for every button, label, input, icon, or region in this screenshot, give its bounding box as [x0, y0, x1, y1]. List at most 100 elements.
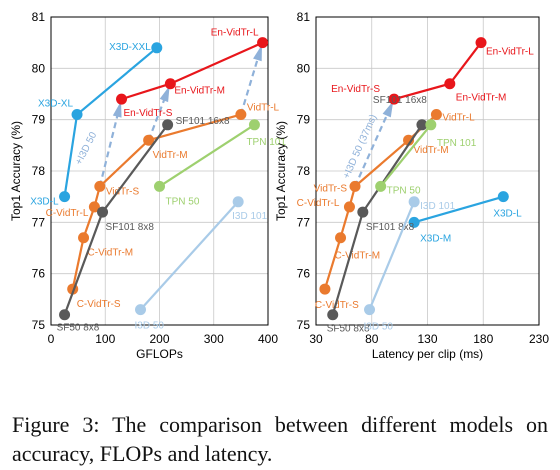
data-point-slowfast: [97, 206, 109, 218]
data-point-slowfast: [59, 309, 71, 321]
y-tick-label: 81: [297, 10, 311, 24]
data-point-label: En-VidTr-M: [174, 86, 225, 97]
series-line-i3d: [368, 201, 416, 311]
data-point-label: SF101 8x8: [106, 222, 155, 233]
data-point-label: VidTr-M: [414, 145, 449, 156]
improvement-arrow-head: [159, 85, 170, 103]
data-point-label: SF50 8x8: [57, 323, 100, 334]
data-point-label: I3D 50: [364, 322, 394, 333]
data-point-label: X3D-XL: [38, 99, 73, 110]
y-tick-label: 76: [297, 267, 311, 281]
data-point-tpn: [375, 180, 387, 192]
data-point-label: VidTr-L: [442, 113, 475, 124]
data-point-tpn: [425, 119, 437, 131]
data-point-label: TPN 101: [246, 137, 286, 148]
data-point-x3d: [59, 191, 71, 203]
x-tick-label: 230: [529, 332, 549, 346]
data-point-slowfast: [162, 119, 174, 131]
data-point-label: C-VidTr-S: [77, 299, 121, 310]
data-point-label: En-VidTr-L: [211, 28, 259, 39]
data-point-vidtr: [335, 232, 347, 244]
data-point-vidtr: [403, 134, 415, 146]
data-point-en-vidtr: [116, 93, 128, 105]
x-tick-label: 130: [417, 332, 437, 346]
data-point-label: C-VidTr-M: [88, 248, 134, 259]
chart-accuracy-vs-latency: 30 80 130 180 230 75 76 77 78 79 80 81 Latency per c…: [274, 10, 549, 361]
chart-accuracy-vs-gflops: 0 100 200 300 400 75 76 77 78 79 80 81 GFLOPs Top1 Ac…: [9, 10, 286, 361]
y-axis-label: Top1 Accuracy (%): [9, 121, 23, 221]
data-point-label: SF101 16x8: [176, 116, 230, 127]
y-tick-label: 75: [32, 318, 46, 332]
data-point-en-vidtr: [257, 37, 269, 49]
data-point-label: C-VidTr-L: [46, 208, 89, 219]
plot-frame: [50, 16, 269, 326]
data-point-label: En-VidTr-L: [486, 47, 534, 58]
data-point-vidtr: [430, 109, 442, 121]
data-point-label: I3D 101: [232, 211, 267, 222]
data-point-x3d: [71, 109, 83, 121]
y-tick-label: 75: [297, 318, 311, 332]
data-point-en-vidtr: [164, 78, 176, 90]
data-point-label: SF50 8x8: [327, 324, 370, 335]
data-point-label: SF101 16x8: [373, 95, 427, 106]
data-point-label: C-VidTr-M: [335, 251, 381, 262]
data-point-vidtr: [349, 180, 361, 192]
data-point-vidtr: [319, 283, 331, 295]
improvement-arrow-head: [253, 44, 262, 62]
y-tick-label: 78: [297, 164, 311, 178]
series-line-vidtr: [71, 113, 242, 290]
data-point-x3d: [408, 216, 420, 228]
x-tick-label: 80: [365, 332, 379, 346]
data-point-label: TPN 101: [437, 138, 477, 149]
x-tick-label: 300: [204, 332, 224, 346]
data-point-vidtr: [235, 109, 247, 121]
data-point-label: VidTr-L: [247, 103, 280, 114]
data-point-vidtr: [78, 232, 90, 244]
data-point-label: En-VidTr-M: [456, 93, 507, 104]
data-point-i3d: [364, 304, 376, 316]
y-tick-label: 81: [32, 10, 46, 24]
arrow-label: +I3D 50: [74, 130, 100, 167]
data-point-x3d: [497, 191, 509, 203]
data-point-label: X3D-M: [420, 233, 451, 244]
series-line-en-vidtr: [393, 42, 482, 101]
improvement-arrow-line: [354, 106, 392, 187]
data-point-label: I3D 50: [135, 321, 165, 332]
data-point-vidtr: [143, 134, 155, 146]
y-tick-label: 79: [32, 113, 46, 127]
data-point-label: C-VidTr-S: [315, 300, 359, 311]
figure-caption: Figure 3: The comparison between differe…: [12, 412, 548, 466]
series-line-tpn: [379, 124, 432, 188]
data-point-label: TPN 50: [387, 185, 421, 196]
data-point-label: SF101 8x8: [366, 222, 415, 233]
data-point-tpn: [248, 119, 260, 131]
y-tick-label: 77: [297, 215, 311, 229]
x-tick-label: 30: [309, 332, 323, 346]
data-point-i3d: [232, 196, 244, 208]
series-line-x3d: [63, 46, 158, 197]
y-tick-label: 80: [32, 61, 46, 75]
y-axis-label: Top1 Accuracy (%): [274, 121, 288, 221]
plot-frame: [315, 16, 540, 326]
data-point-label: En-VidTr-S: [124, 108, 173, 119]
data-point-x3d: [151, 42, 163, 54]
improvement-arrow-head: [382, 100, 394, 118]
series-line-x3d: [413, 195, 504, 224]
data-point-label: X3D-L: [493, 209, 522, 220]
data-point-label: X3D-L: [30, 197, 59, 208]
data-point-i3d: [135, 304, 147, 316]
y-tick-label: 78: [32, 164, 46, 178]
data-point-label: VidTr-M: [153, 150, 188, 161]
data-point-label: X3D-XXL: [109, 42, 151, 53]
y-tick-label: 80: [297, 61, 311, 75]
x-tick-label: 180: [473, 332, 493, 346]
data-point-en-vidtr: [475, 37, 487, 49]
improvement-arrow-line: [98, 107, 121, 187]
data-point-slowfast: [416, 119, 428, 131]
y-tick-label: 76: [32, 267, 46, 281]
x-tick-label: 0: [48, 332, 55, 346]
data-point-i3d: [408, 196, 420, 208]
series-line-tpn: [158, 123, 256, 188]
y-tick-label: 77: [32, 215, 46, 229]
